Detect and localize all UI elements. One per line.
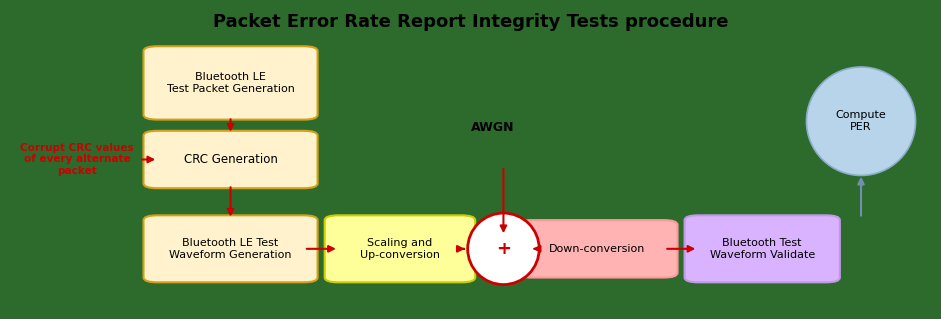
Text: Compute
PER: Compute PER <box>836 110 886 132</box>
FancyBboxPatch shape <box>143 131 317 188</box>
Text: Scaling and
Up-conversion: Scaling and Up-conversion <box>359 238 440 260</box>
FancyBboxPatch shape <box>518 220 678 278</box>
Text: Down-conversion: Down-conversion <box>550 244 646 254</box>
Text: CRC Generation: CRC Generation <box>183 153 278 166</box>
Text: AWGN: AWGN <box>471 121 515 134</box>
Text: Bluetooth LE
Test Packet Generation: Bluetooth LE Test Packet Generation <box>167 72 295 94</box>
Text: Packet Error Rate Report Integrity Tests procedure: Packet Error Rate Report Integrity Tests… <box>213 13 728 31</box>
FancyBboxPatch shape <box>325 215 475 282</box>
FancyBboxPatch shape <box>143 215 317 282</box>
FancyBboxPatch shape <box>143 46 317 120</box>
Text: Bluetooth Test
Waveform Validate: Bluetooth Test Waveform Validate <box>710 238 815 260</box>
Text: Bluetooth LE Test
Waveform Generation: Bluetooth LE Test Waveform Generation <box>169 238 292 260</box>
Ellipse shape <box>468 213 539 285</box>
FancyBboxPatch shape <box>684 215 840 282</box>
Ellipse shape <box>806 67 916 175</box>
Text: Corrupt CRC values
of every alternate
packet: Corrupt CRC values of every alternate pa… <box>21 143 134 176</box>
Text: +: + <box>496 240 511 258</box>
